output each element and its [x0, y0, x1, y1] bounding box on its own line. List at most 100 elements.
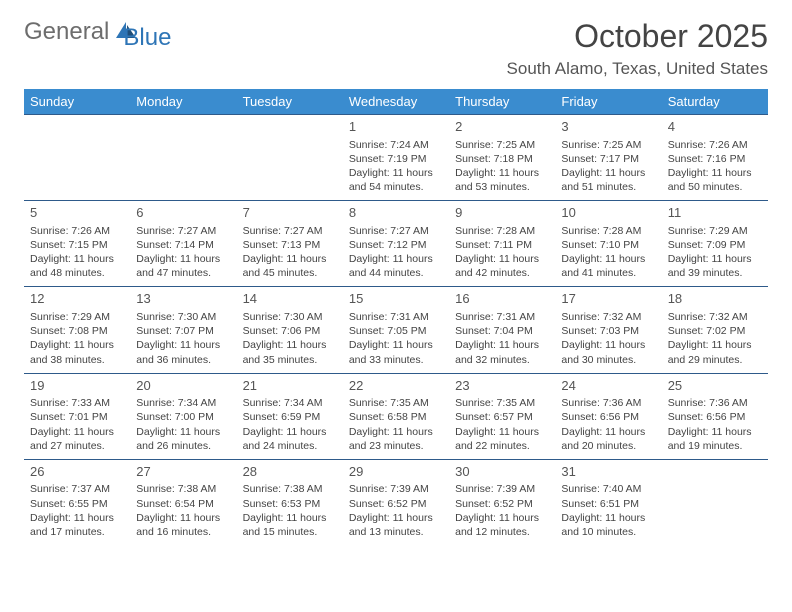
sunrise-line: Sunrise: 7:26 AM [668, 138, 762, 152]
sunset-line: Sunset: 6:52 PM [349, 497, 443, 511]
daylight-line: Daylight: 11 hours and 42 minutes. [455, 252, 549, 280]
sunset-line: Sunset: 7:11 PM [455, 238, 549, 252]
day-number: 14 [243, 290, 337, 308]
day-number: 28 [243, 463, 337, 481]
daylight-line: Daylight: 11 hours and 47 minutes. [136, 252, 230, 280]
daylight-line: Daylight: 11 hours and 41 minutes. [561, 252, 655, 280]
sunset-line: Sunset: 7:12 PM [349, 238, 443, 252]
sunrise-line: Sunrise: 7:27 AM [349, 224, 443, 238]
sunset-line: Sunset: 7:15 PM [30, 238, 124, 252]
daylight-line: Daylight: 11 hours and 32 minutes. [455, 338, 549, 366]
calendar-cell: 2Sunrise: 7:25 AMSunset: 7:18 PMDaylight… [449, 115, 555, 201]
calendar-cell: 16Sunrise: 7:31 AMSunset: 7:04 PMDayligh… [449, 287, 555, 373]
day-header: Thursday [449, 89, 555, 115]
sunset-line: Sunset: 7:14 PM [136, 238, 230, 252]
calendar-cell: 6Sunrise: 7:27 AMSunset: 7:14 PMDaylight… [130, 201, 236, 287]
calendar-cell: 8Sunrise: 7:27 AMSunset: 7:12 PMDaylight… [343, 201, 449, 287]
calendar-row: 19Sunrise: 7:33 AMSunset: 7:01 PMDayligh… [24, 373, 768, 459]
calendar-table: SundayMondayTuesdayWednesdayThursdayFrid… [24, 89, 768, 545]
sunset-line: Sunset: 7:17 PM [561, 152, 655, 166]
calendar-cell: 20Sunrise: 7:34 AMSunset: 7:00 PMDayligh… [130, 373, 236, 459]
day-number: 9 [455, 204, 549, 222]
sunrise-line: Sunrise: 7:32 AM [561, 310, 655, 324]
calendar-row: 12Sunrise: 7:29 AMSunset: 7:08 PMDayligh… [24, 287, 768, 373]
calendar-row: 5Sunrise: 7:26 AMSunset: 7:15 PMDaylight… [24, 201, 768, 287]
calendar-cell: 18Sunrise: 7:32 AMSunset: 7:02 PMDayligh… [662, 287, 768, 373]
day-number: 7 [243, 204, 337, 222]
calendar-cell: 1Sunrise: 7:24 AMSunset: 7:19 PMDaylight… [343, 115, 449, 201]
sunset-line: Sunset: 6:55 PM [30, 497, 124, 511]
sunrise-line: Sunrise: 7:31 AM [455, 310, 549, 324]
sunrise-line: Sunrise: 7:26 AM [30, 224, 124, 238]
day-number: 16 [455, 290, 549, 308]
daylight-line: Daylight: 11 hours and 33 minutes. [349, 338, 443, 366]
daylight-line: Daylight: 11 hours and 22 minutes. [455, 425, 549, 453]
calendar-cell: 28Sunrise: 7:38 AMSunset: 6:53 PMDayligh… [237, 459, 343, 545]
calendar-cell: 23Sunrise: 7:35 AMSunset: 6:57 PMDayligh… [449, 373, 555, 459]
day-number: 15 [349, 290, 443, 308]
day-header: Saturday [662, 89, 768, 115]
calendar-row: 26Sunrise: 7:37 AMSunset: 6:55 PMDayligh… [24, 459, 768, 545]
sunset-line: Sunset: 7:18 PM [455, 152, 549, 166]
calendar-cell: 19Sunrise: 7:33 AMSunset: 7:01 PMDayligh… [24, 373, 130, 459]
calendar-cell-empty [237, 115, 343, 201]
daylight-line: Daylight: 11 hours and 20 minutes. [561, 425, 655, 453]
calendar-cell: 14Sunrise: 7:30 AMSunset: 7:06 PMDayligh… [237, 287, 343, 373]
sunset-line: Sunset: 7:02 PM [668, 324, 762, 338]
day-header: Sunday [24, 89, 130, 115]
sunrise-line: Sunrise: 7:34 AM [243, 396, 337, 410]
day-number: 20 [136, 377, 230, 395]
calendar-cell: 31Sunrise: 7:40 AMSunset: 6:51 PMDayligh… [555, 459, 661, 545]
day-number: 5 [30, 204, 124, 222]
daylight-line: Daylight: 11 hours and 38 minutes. [30, 338, 124, 366]
day-number: 30 [455, 463, 549, 481]
calendar-cell: 11Sunrise: 7:29 AMSunset: 7:09 PMDayligh… [662, 201, 768, 287]
sunset-line: Sunset: 7:10 PM [561, 238, 655, 252]
logo-text-blue: Blue [123, 24, 171, 52]
sunrise-line: Sunrise: 7:37 AM [30, 482, 124, 496]
daylight-line: Daylight: 11 hours and 17 minutes. [30, 511, 124, 539]
day-number: 25 [668, 377, 762, 395]
daylight-line: Daylight: 11 hours and 48 minutes. [30, 252, 124, 280]
sunrise-line: Sunrise: 7:30 AM [136, 310, 230, 324]
calendar-cell: 5 Sunrise: 7:26 AMSunset: 7:15 PMDaylight… [24, 201, 130, 287]
daylight-line: Daylight: 11 hours and 12 minutes. [455, 511, 549, 539]
sunrise-line: Sunrise: 7:29 AM [668, 224, 762, 238]
daylight-line: Daylight: 11 hours and 51 minutes. [561, 166, 655, 194]
day-number: 26 [30, 463, 124, 481]
sunset-line: Sunset: 6:52 PM [455, 497, 549, 511]
daylight-line: Daylight: 11 hours and 23 minutes. [349, 425, 443, 453]
calendar-cell: 12Sunrise: 7:29 AMSunset: 7:08 PMDayligh… [24, 287, 130, 373]
calendar-cell: 30Sunrise: 7:39 AMSunset: 6:52 PMDayligh… [449, 459, 555, 545]
daylight-line: Daylight: 11 hours and 16 minutes. [136, 511, 230, 539]
calendar-cell: 27Sunrise: 7:38 AMSunset: 6:54 PMDayligh… [130, 459, 236, 545]
sunset-line: Sunset: 7:05 PM [349, 324, 443, 338]
calendar-cell-empty [130, 115, 236, 201]
day-number: 11 [668, 204, 762, 222]
sunrise-line: Sunrise: 7:36 AM [561, 396, 655, 410]
daylight-line: Daylight: 11 hours and 44 minutes. [349, 252, 443, 280]
daylight-line: Daylight: 11 hours and 45 minutes. [243, 252, 337, 280]
calendar-cell: 26Sunrise: 7:37 AMSunset: 6:55 PMDayligh… [24, 459, 130, 545]
day-number: 17 [561, 290, 655, 308]
calendar-cell: 24Sunrise: 7:36 AMSunset: 6:56 PMDayligh… [555, 373, 661, 459]
calendar-cell: 9Sunrise: 7:28 AMSunset: 7:11 PMDaylight… [449, 201, 555, 287]
sunset-line: Sunset: 6:56 PM [668, 410, 762, 424]
day-number: 23 [455, 377, 549, 395]
day-number: 6 [136, 204, 230, 222]
sunset-line: Sunset: 6:54 PM [136, 497, 230, 511]
day-number: 2 [455, 118, 549, 136]
sunset-line: Sunset: 6:56 PM [561, 410, 655, 424]
daylight-line: Daylight: 11 hours and 54 minutes. [349, 166, 443, 194]
sunrise-line: Sunrise: 7:30 AM [243, 310, 337, 324]
sunrise-line: Sunrise: 7:29 AM [30, 310, 124, 324]
sunset-line: Sunset: 7:08 PM [30, 324, 124, 338]
sunrise-line: Sunrise: 7:27 AM [243, 224, 337, 238]
sunset-line: Sunset: 6:59 PM [243, 410, 337, 424]
calendar-cell: 29Sunrise: 7:39 AMSunset: 6:52 PMDayligh… [343, 459, 449, 545]
sunrise-line: Sunrise: 7:25 AM [561, 138, 655, 152]
day-number: 29 [349, 463, 443, 481]
sunrise-line: Sunrise: 7:39 AM [455, 482, 549, 496]
day-header: Monday [130, 89, 236, 115]
daylight-line: Daylight: 11 hours and 39 minutes. [668, 252, 762, 280]
